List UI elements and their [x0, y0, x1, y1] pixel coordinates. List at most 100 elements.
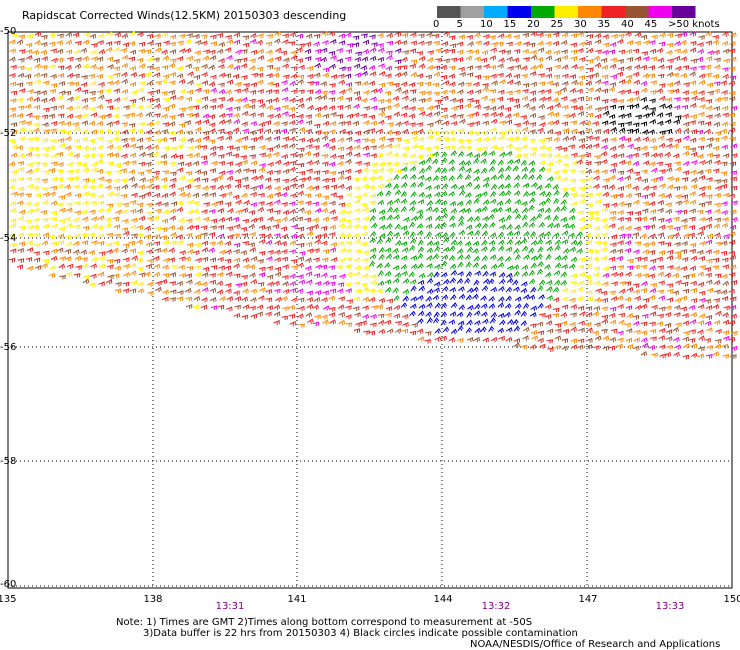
wind-barb: [720, 135, 728, 141]
wind-barb: [608, 312, 616, 319]
wind-barb: [43, 80, 50, 86]
wind-barb: [193, 33, 200, 39]
wind-barb: [729, 121, 736, 127]
wind-barb: [66, 222, 73, 229]
wind-barb: [667, 176, 674, 182]
wind-barb: [435, 99, 442, 104]
wind-barb: [467, 216, 474, 223]
map-frame: [7, 31, 733, 589]
wind-barb: [177, 112, 184, 118]
wind-barb: [376, 128, 383, 134]
wind-barb: [475, 222, 482, 229]
wind-barb: [617, 209, 624, 216]
wind-barb: [728, 193, 735, 199]
wind-barb: [354, 312, 361, 318]
wind-barb: [497, 173, 505, 180]
wind-barb: [274, 209, 281, 215]
wind-barb: [546, 286, 553, 292]
wind-barb: [233, 248, 240, 255]
wind-barb: [714, 343, 722, 350]
wind-barb: [106, 203, 114, 208]
wind-barb: [58, 226, 66, 232]
wind-barb: [498, 285, 505, 292]
wind-barb: [705, 194, 713, 199]
wind-barb: [400, 152, 408, 158]
wind-barb: [489, 271, 497, 277]
wind-barbs: [8, 30, 738, 360]
wind-barb: [608, 184, 616, 190]
wind-barb: [698, 96, 705, 102]
wind-barb: [195, 82, 202, 88]
wind-barb: [602, 49, 609, 55]
wind-barb: [699, 265, 706, 270]
wind-barb: [129, 199, 137, 205]
wind-barb: [48, 32, 56, 38]
wind-barb: [531, 335, 538, 341]
wind-barb: [154, 160, 162, 166]
wind-barb: [683, 135, 690, 141]
wind-barb: [659, 344, 666, 350]
wind-barb: [96, 183, 104, 189]
wind-barb: [282, 111, 289, 117]
wind-barb: [50, 73, 57, 79]
wind-barb: [457, 145, 465, 151]
wind-barb: [465, 271, 473, 278]
wind-barb: [408, 271, 415, 278]
wind-barb: [520, 114, 527, 120]
wind-barb: [162, 146, 170, 151]
wind-barb: [321, 31, 328, 37]
wind-barb: [417, 128, 424, 134]
wind-barb: [625, 305, 633, 311]
wind-barb: [552, 297, 560, 303]
wind-barb: [609, 42, 617, 48]
wind-barb: [721, 201, 728, 207]
wind-barb: [425, 206, 433, 212]
wind-barb: [353, 63, 361, 69]
wind-barb: [594, 322, 601, 328]
wind-barb: [513, 190, 521, 196]
wind-barb: [345, 223, 353, 230]
colorbar-label-7: 35: [597, 19, 611, 30]
wind-barb: [418, 40, 425, 46]
wind-barb: [209, 145, 217, 151]
wind-barb: [113, 186, 121, 191]
wind-barb: [208, 122, 216, 128]
wind-barb: [259, 152, 266, 158]
wind-barb: [435, 48, 442, 53]
wind-barb: [106, 144, 114, 150]
wind-barb: [424, 176, 432, 182]
wind-barb: [267, 114, 274, 119]
wind-barb: [616, 71, 623, 77]
wind-barb: [570, 105, 578, 111]
wind-barb: [624, 88, 632, 95]
wind-barb: [432, 82, 440, 88]
wind-barb: [250, 278, 258, 285]
wind-barb: [416, 328, 424, 334]
wind-barb: [714, 159, 721, 165]
wind-barb: [728, 127, 736, 133]
wind-barb: [18, 126, 26, 133]
wind-barb: [345, 82, 353, 88]
wind-barb: [497, 33, 505, 39]
wind-barb: [160, 247, 168, 254]
wind-barb: [83, 32, 90, 38]
wind-barb: [386, 32, 393, 39]
wind-barb: [448, 158, 455, 165]
wind-barb: [402, 288, 410, 295]
wind-barb: [498, 183, 505, 190]
wind-barb: [722, 329, 730, 336]
wind-barb: [185, 96, 193, 102]
wind-barb: [345, 151, 353, 157]
wind-barb: [306, 137, 314, 143]
wind-barb: [458, 304, 466, 311]
wind-barb: [225, 135, 233, 141]
wind-barb: [139, 151, 146, 158]
wind-barb: [665, 208, 672, 215]
wind-barb: [608, 223, 616, 229]
wind-barb: [673, 265, 681, 272]
wind-barb: [698, 290, 706, 296]
wind-barb: [456, 337, 464, 343]
wind-barb: [696, 56, 704, 62]
wind-barb: [562, 81, 569, 87]
wind-barb: [624, 217, 632, 222]
